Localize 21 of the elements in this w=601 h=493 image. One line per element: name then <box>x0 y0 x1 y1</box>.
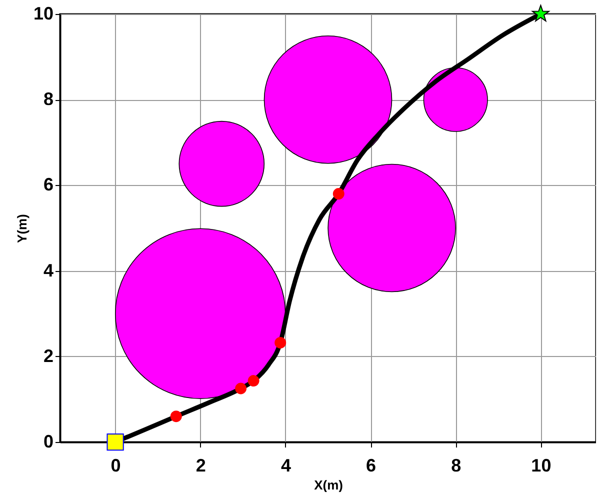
point <box>332 188 344 200</box>
x-tick-label: 2 <box>196 456 206 476</box>
point <box>170 410 182 422</box>
y-tick-label: 0 <box>43 432 54 452</box>
point <box>248 375 260 387</box>
y-tick-label: 2 <box>43 346 54 366</box>
y-tick-label: 4 <box>43 260 54 280</box>
y-tick-label: 10 <box>33 4 54 24</box>
point <box>106 433 124 451</box>
x-tick-label: 8 <box>451 456 462 476</box>
x-axis-title: X(m) <box>314 478 343 492</box>
point <box>532 4 550 22</box>
x-tick-label: 10 <box>531 456 552 476</box>
point <box>274 336 286 348</box>
x-tick-label: 6 <box>366 456 376 476</box>
y-tick-label: 6 <box>43 174 54 195</box>
y-axis-title: Y(m) <box>14 214 30 243</box>
x-tick-label: 4 <box>280 456 291 476</box>
point <box>235 382 247 394</box>
x-tick-label: 0 <box>110 456 121 476</box>
y-tick-label: 8 <box>43 89 54 110</box>
